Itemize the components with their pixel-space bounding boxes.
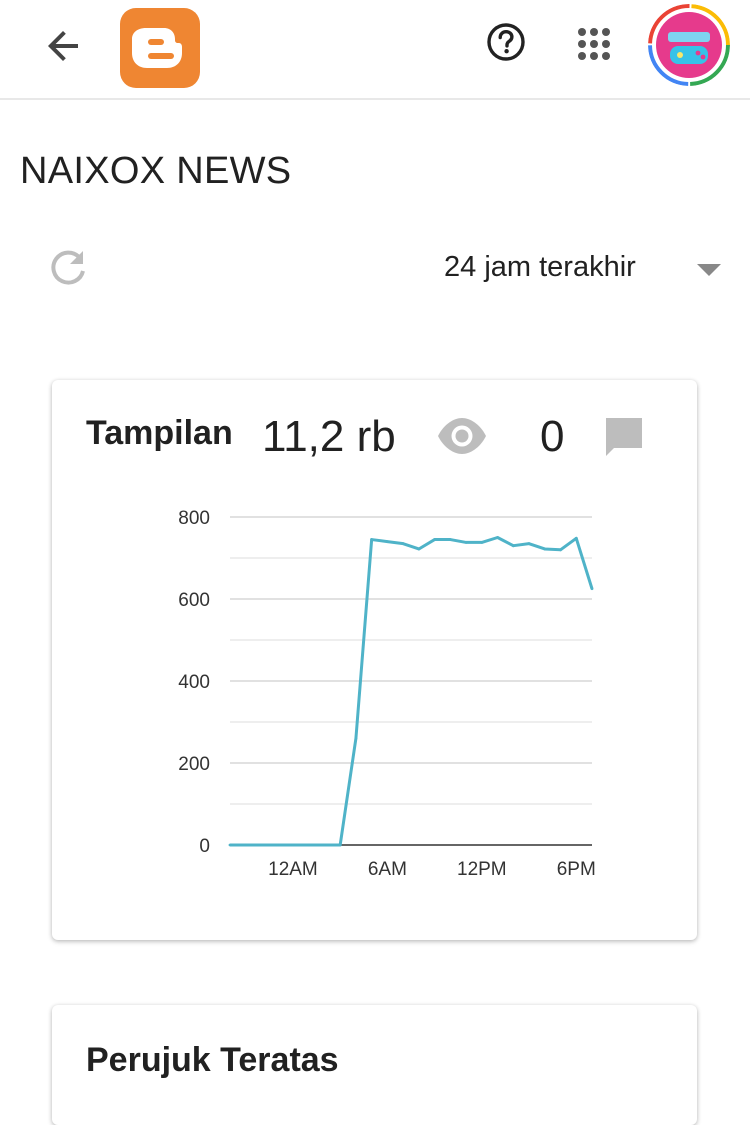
data-point bbox=[433, 538, 437, 541]
y-tick-label: 0 bbox=[199, 836, 210, 857]
y-tick-label: 200 bbox=[178, 754, 210, 775]
x-tick-label: 12AM bbox=[268, 859, 318, 880]
data-point bbox=[464, 541, 468, 544]
blog-title[interactable]: NAIXOX NEWS bbox=[20, 150, 292, 192]
data-point bbox=[574, 536, 578, 540]
arrow-left-icon[interactable] bbox=[40, 22, 88, 70]
stats-card: Tampilan 11,2 rb 0 0 200 400 600 800 12AM 6AM 1… bbox=[52, 380, 697, 940]
views-line-chart: 0 200 400 600 800 12AM 6AM 12PM 6PM bbox=[178, 508, 596, 880]
user-avatar[interactable] bbox=[648, 4, 730, 86]
comment-icon bbox=[606, 418, 642, 456]
data-point bbox=[228, 843, 232, 847]
time-range-dropdown[interactable]: 24 jam terakhir bbox=[430, 245, 730, 293]
refresh-icon[interactable] bbox=[46, 246, 90, 290]
data-point bbox=[480, 541, 484, 544]
eye-icon bbox=[438, 418, 486, 454]
data-point bbox=[385, 540, 389, 543]
data-point bbox=[307, 843, 311, 847]
x-tick-label: 6PM bbox=[557, 859, 596, 880]
data-point bbox=[448, 538, 452, 541]
data-point bbox=[323, 843, 326, 847]
time-range-label: 24 jam terakhir bbox=[444, 251, 636, 283]
top-referrers-card: Perujuk Teratas bbox=[52, 1005, 697, 1125]
blogger-logo[interactable] bbox=[120, 8, 200, 88]
comments-count: 0 bbox=[540, 412, 565, 461]
data-point bbox=[527, 542, 531, 546]
data-point bbox=[370, 538, 374, 541]
data-point bbox=[543, 547, 547, 551]
x-tick-label: 6AM bbox=[368, 859, 407, 880]
data-point bbox=[338, 843, 342, 847]
data-point bbox=[559, 548, 562, 552]
data-point bbox=[244, 843, 248, 847]
grid-apps-icon[interactable] bbox=[570, 20, 618, 68]
views-label: Tampilan bbox=[86, 414, 233, 452]
y-tick-label: 400 bbox=[178, 672, 210, 693]
data-point bbox=[354, 737, 358, 740]
data-point bbox=[511, 544, 515, 548]
top-referrers-title: Perujuk Teratas bbox=[86, 1041, 339, 1079]
x-tick-label: 12PM bbox=[457, 859, 507, 880]
help-circle-icon[interactable] bbox=[482, 18, 530, 66]
y-tick-label: 600 bbox=[178, 590, 210, 611]
data-point bbox=[417, 547, 421, 551]
data-point bbox=[496, 536, 499, 539]
app-bar bbox=[0, 0, 750, 100]
data-point bbox=[291, 843, 295, 847]
views-count: 11,2 rb bbox=[262, 412, 396, 461]
chevron-down-icon bbox=[697, 264, 721, 276]
data-point bbox=[275, 843, 279, 847]
data-point bbox=[401, 542, 405, 546]
series-line bbox=[230, 536, 594, 847]
data-point bbox=[590, 587, 594, 591]
y-tick-label: 800 bbox=[178, 508, 210, 529]
data-point bbox=[260, 843, 263, 847]
